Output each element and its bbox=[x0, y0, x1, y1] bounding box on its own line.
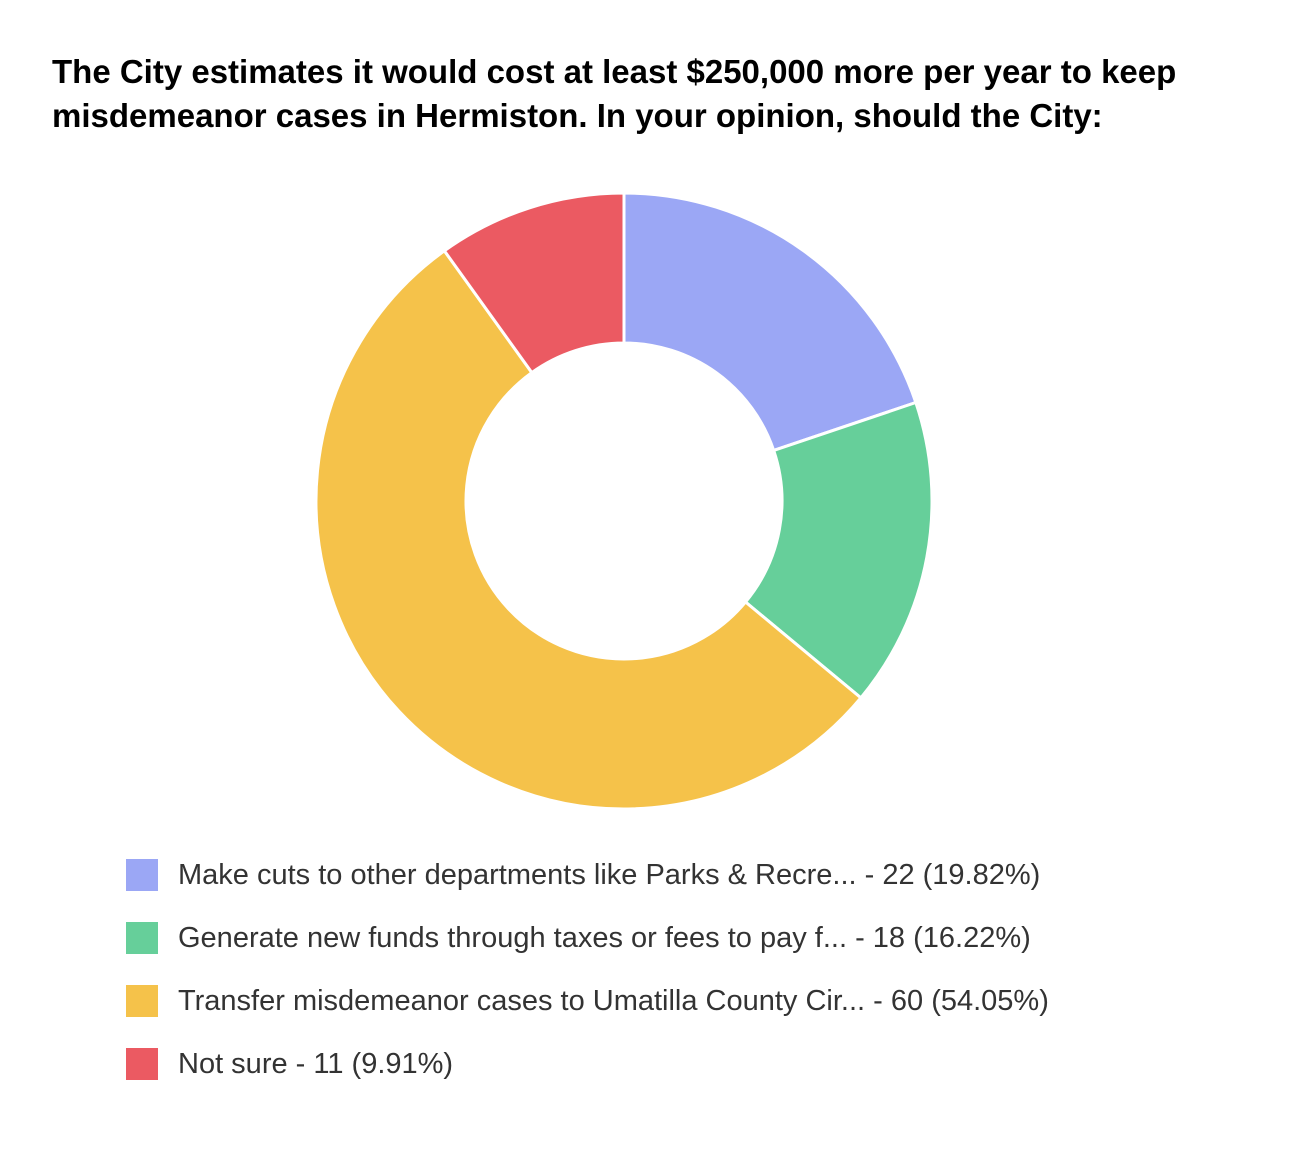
legend-item-generate-funds[interactable]: Generate new funds through taxes or fees… bbox=[126, 918, 1226, 958]
legend-item-not-sure[interactable]: Not sure - 11 (9.91%) bbox=[126, 1044, 1226, 1084]
legend-label-generate-funds: Generate new funds through taxes or fees… bbox=[178, 921, 1031, 954]
legend-label-not-sure: Not sure - 11 (9.91%) bbox=[178, 1047, 454, 1080]
legend-swatch-not-sure bbox=[126, 1048, 158, 1080]
legend-item-make-cuts[interactable]: Make cuts to other departments like Park… bbox=[126, 855, 1226, 895]
legend-item-transfer-cases[interactable]: Transfer misdemeanor cases to Umatilla C… bbox=[126, 981, 1226, 1021]
donut-slice-not-sure[interactable] bbox=[442, 191, 626, 375]
legend: Make cuts to other departments like Park… bbox=[126, 855, 1226, 1107]
donut-slice-make-cuts[interactable] bbox=[622, 191, 918, 453]
legend-label-make-cuts: Make cuts to other departments like Park… bbox=[178, 858, 1041, 891]
legend-label-transfer-cases: Transfer misdemeanor cases to Umatilla C… bbox=[178, 984, 1049, 1017]
chart-title: The City estimates it would cost at leas… bbox=[52, 53, 1177, 134]
donut-slice-generate-funds[interactable] bbox=[743, 400, 934, 700]
legend-swatch-make-cuts bbox=[126, 859, 158, 891]
legend-swatch-generate-funds bbox=[126, 922, 158, 954]
legend-swatch-transfer-cases bbox=[126, 985, 158, 1017]
donut-slice-transfer-cases[interactable] bbox=[314, 248, 863, 811]
